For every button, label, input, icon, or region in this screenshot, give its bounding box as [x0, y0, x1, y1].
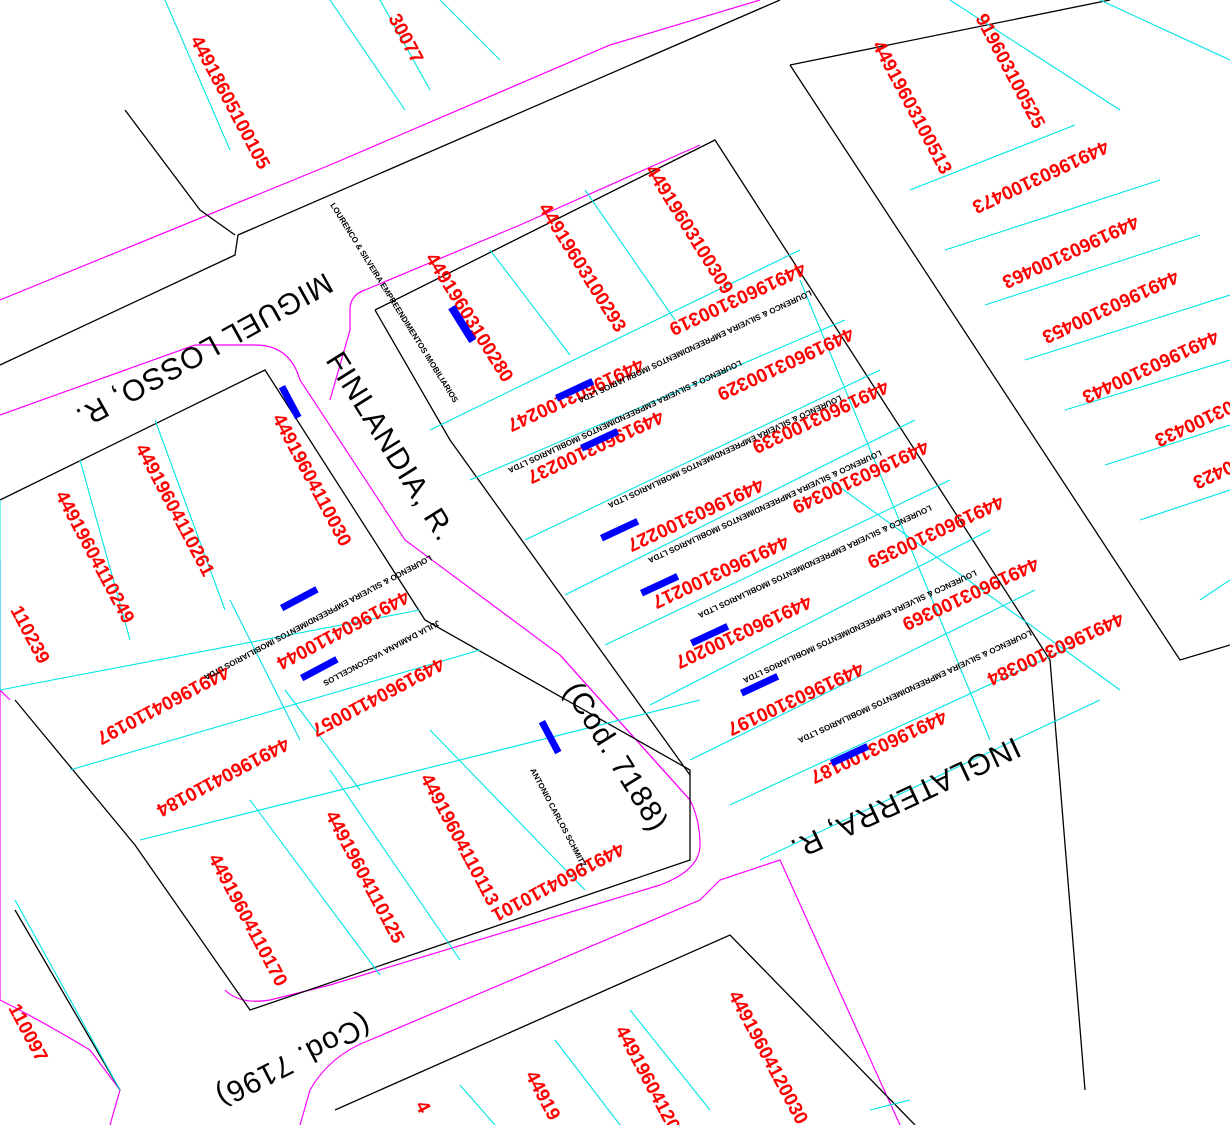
- curb-line-inglaterra-north: [224, 654, 701, 1002]
- lot-info-block: [580, 428, 620, 452]
- block-ne-edge: [789, 0, 1111, 66]
- curb-line-west: [0, 560, 121, 1126]
- street-curb-lines: [0, 0, 901, 1126]
- block-central-east: [374, 139, 1086, 1091]
- block-south: [334, 934, 916, 1126]
- curb-line-finlandia-west: [0, 344, 691, 801]
- lot-info-block: [555, 378, 595, 402]
- lot-info-block: [739, 673, 780, 697]
- curb-line-miguel-losso-south: [329, 144, 701, 401]
- curb-line-miguel-losso-north: [0, 0, 761, 301]
- lot-info-block: [640, 573, 680, 597]
- lot-info-block: [538, 720, 562, 755]
- block-north-lot-edge: [124, 109, 236, 236]
- block-central-west: [374, 309, 691, 776]
- lot-info-blocks: [278, 305, 870, 767]
- lot-info-block: [829, 743, 870, 767]
- lot-info-block: [279, 586, 319, 612]
- lot-info-block: [299, 656, 339, 682]
- block-north-edge: [0, 0, 781, 366]
- block-ne-diagonal: [789, 64, 1230, 661]
- lot-info-block: [278, 384, 302, 420]
- lot-info-block: [448, 305, 477, 344]
- lot-info-block: [689, 623, 730, 647]
- block-far-sw: [14, 909, 121, 1091]
- curb-line-inglaterra-south: [299, 859, 901, 1126]
- lot-info-block: [599, 518, 640, 542]
- curb-line-stub: [0, 689, 11, 701]
